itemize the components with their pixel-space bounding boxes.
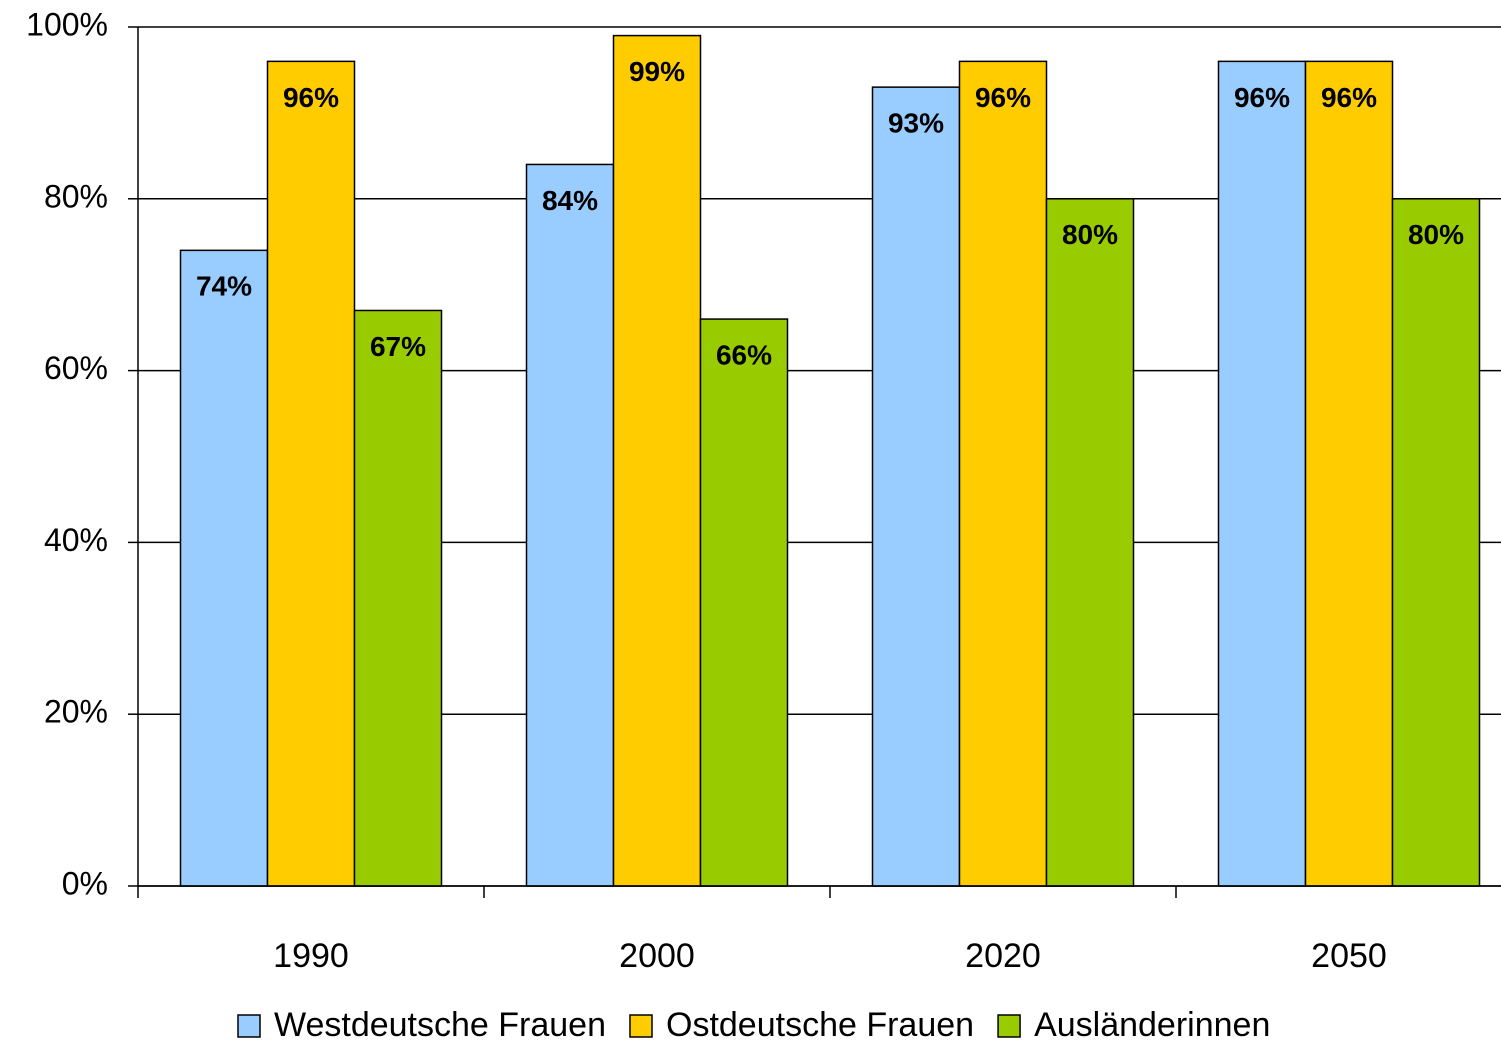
- y-tick-label: 100%: [26, 6, 108, 42]
- legend-label: Ausländerinnen: [1034, 1006, 1270, 1044]
- y-tick-label: 40%: [44, 522, 108, 558]
- value-label: 93%: [888, 108, 944, 139]
- value-label: 66%: [716, 339, 772, 370]
- x-tick-label: 2000: [619, 937, 695, 975]
- bar: [266, 60, 356, 887]
- bar: [1045, 198, 1135, 887]
- legend-swatch: [237, 1014, 261, 1038]
- value-label: 80%: [1408, 219, 1464, 250]
- bar: [699, 318, 789, 887]
- legend-swatch: [629, 1014, 653, 1038]
- legend-label: Ostdeutsche Frauen: [666, 1006, 974, 1044]
- value-label: 96%: [283, 82, 339, 113]
- value-label: 96%: [1234, 82, 1290, 113]
- bar: [1304, 60, 1394, 887]
- bar: [353, 309, 443, 887]
- bar: [525, 163, 615, 887]
- value-label: 99%: [629, 56, 685, 87]
- legend-label: Westdeutsche Frauen: [274, 1006, 606, 1044]
- bar: [871, 86, 961, 887]
- y-tick-label: 20%: [44, 694, 108, 730]
- x-tick-label: 2050: [1311, 937, 1387, 975]
- y-tick-label: 60%: [44, 350, 108, 386]
- value-label: 67%: [370, 331, 426, 362]
- value-label: 80%: [1062, 219, 1118, 250]
- value-label: 74%: [196, 271, 252, 302]
- bar: [1217, 60, 1307, 887]
- y-tick-label: 0%: [62, 865, 108, 901]
- x-tick-label: 2020: [965, 937, 1041, 975]
- value-label: 84%: [542, 185, 598, 216]
- bar: [1391, 198, 1481, 887]
- value-label: 96%: [975, 82, 1031, 113]
- legend-swatch: [997, 1014, 1021, 1038]
- bar: [958, 60, 1048, 887]
- bar: [179, 249, 269, 887]
- value-label: 96%: [1321, 82, 1377, 113]
- x-tick-label: 1990: [273, 937, 349, 975]
- y-tick-label: 80%: [44, 178, 108, 214]
- bar: [612, 34, 702, 887]
